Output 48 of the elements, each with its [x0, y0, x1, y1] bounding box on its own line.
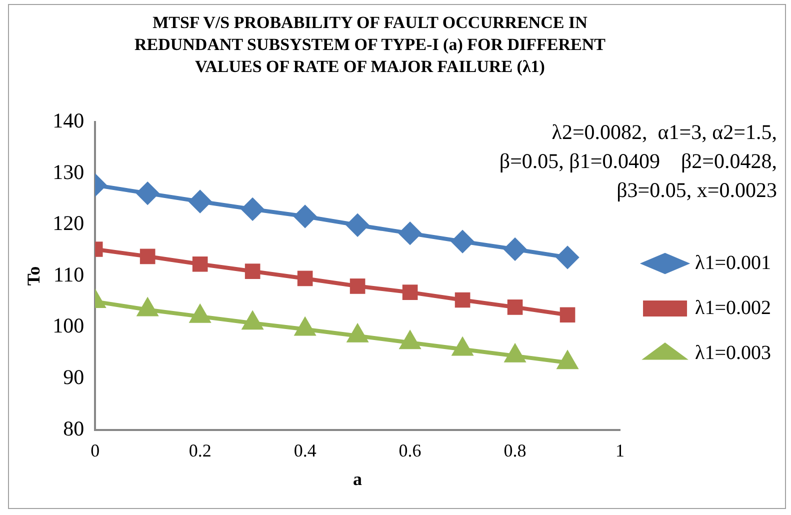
x-axis-title: a [353, 468, 362, 489]
y-tick-label: 110 [53, 262, 84, 286]
y-tick-label: 80 [63, 416, 84, 440]
point [505, 344, 525, 362]
y-axis-title: To [23, 266, 44, 286]
y-tick-label: 130 [52, 160, 84, 184]
point [294, 205, 316, 228]
point [452, 338, 472, 356]
point [556, 246, 579, 268]
annotation: β=0.05, β1=0.0409 β2=0.0428, [499, 148, 777, 175]
point [454, 292, 470, 308]
point [504, 238, 526, 260]
point [242, 198, 264, 220]
point [402, 284, 418, 300]
point [558, 352, 578, 370]
annotation: β3=0.05, x=0.0023 [616, 177, 777, 204]
point [192, 256, 208, 272]
x-tick-label: 1 [616, 440, 625, 460]
x-tick-label: 0 [90, 440, 100, 460]
point [138, 298, 158, 316]
point [507, 300, 523, 315]
y-tick-label: 140 [52, 108, 84, 133]
legend-label: λ1=0.001 [695, 252, 772, 274]
y-tick-label: 90 [63, 365, 84, 390]
legend-label: λ1=0.002 [695, 296, 772, 319]
annotation: λ2=0.0082, α1=3, α2=1.5, [550, 119, 777, 146]
point [399, 222, 422, 244]
y-tick-label: 100 [52, 314, 84, 338]
legend-label: λ1=0.003 [695, 342, 772, 364]
point [297, 270, 313, 286]
point [400, 332, 420, 350]
x-tick-label: 0.4 [294, 440, 316, 460]
point [136, 182, 159, 204]
point [190, 305, 210, 323]
point [140, 248, 156, 264]
x-tick-label: 0.2 [188, 440, 212, 460]
x-tick-label: 0.6 [398, 440, 422, 460]
x-tick-label: 0.8 [504, 440, 526, 460]
point [350, 278, 366, 294]
point [346, 214, 369, 236]
point [295, 318, 315, 336]
point [242, 312, 262, 330]
chart-title: MTSF V/S PROBABILITY OF FAULT OCCURRENCE IN REDUNDANT SUBSYSTEM OF TYPE-I (a) FOR DIFFERENT VALUES OF RATE OF MAJOR FAILURE (λ1) [133, 12, 606, 78]
point [348, 324, 368, 342]
point [452, 230, 474, 253]
point [244, 264, 260, 279]
point [189, 190, 212, 213]
y-tick-label: 120 [52, 211, 84, 236]
